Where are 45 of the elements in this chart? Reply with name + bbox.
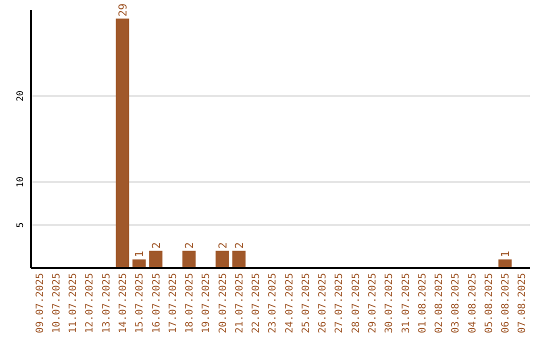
y-tick-label: 10 — [16, 176, 26, 188]
data-label: 1 — [133, 250, 146, 258]
x-tick-label: 16.07.2025 — [151, 273, 162, 334]
bar — [149, 250, 162, 268]
x-tick-label: 25.07.2025 — [300, 273, 312, 334]
x-tick-label: 21.07.2025 — [234, 273, 246, 334]
x-tick-label: 19.07.2025 — [201, 273, 212, 334]
x-tick-label: 01.08.2025 — [417, 273, 428, 334]
x-tick-label: 04.08.2025 — [467, 273, 478, 334]
x-tick-label: 06.08.2025 — [500, 273, 512, 334]
y-tick-label: 5 — [16, 222, 26, 228]
x-tick-label: 17.07.2025 — [168, 273, 179, 334]
x-tick-label: 03.08.2025 — [450, 273, 462, 334]
x-tick-label: 11.07.2025 — [68, 273, 80, 334]
bar — [232, 250, 246, 268]
x-tick-label: 12.07.2025 — [84, 273, 96, 334]
x-tick-label: 20.07.2025 — [218, 273, 229, 334]
x-tick-label: 07.08.2025 — [517, 273, 528, 334]
x-tick-label: 24.07.2025 — [284, 273, 296, 334]
data-label: 2 — [150, 242, 163, 249]
bar — [182, 250, 196, 268]
x-tick-label: 14.07.2025 — [118, 273, 129, 334]
x-tick-label: 30.07.2025 — [384, 273, 396, 334]
bar — [116, 18, 130, 268]
x-tick-label: 31.07.2025 — [400, 273, 412, 334]
x-tick-label: 23.07.2025 — [268, 273, 279, 334]
x-tick-label: 13.07.2025 — [101, 273, 112, 334]
x-tick-label: 28.07.2025 — [350, 273, 362, 334]
x-tick-label: 18.07.2025 — [184, 273, 196, 334]
x-tick-label: 09.07.2025 — [34, 273, 46, 334]
data-label: 2 — [183, 242, 196, 249]
data-label: 1 — [499, 250, 512, 258]
bar — [216, 250, 229, 268]
x-tick-label: 02.08.2025 — [434, 273, 446, 334]
y-tick-label: 20 — [16, 90, 26, 102]
x-tick-label: 15.07.2025 — [134, 273, 146, 334]
x-tick-label: 26.07.2025 — [318, 273, 329, 334]
data-label: 2 — [216, 242, 230, 249]
data-label: 2 — [232, 242, 246, 249]
x-tick-label: 27.07.2025 — [334, 273, 346, 334]
x-tick-label: 22.07.2025 — [251, 273, 262, 334]
x-tick-label: 10.07.2025 — [51, 273, 62, 334]
data-label: 29 — [116, 3, 130, 17]
x-tick-label: 29.07.2025 — [367, 273, 378, 334]
x-tick-label: 05.08.2025 — [484, 273, 495, 334]
